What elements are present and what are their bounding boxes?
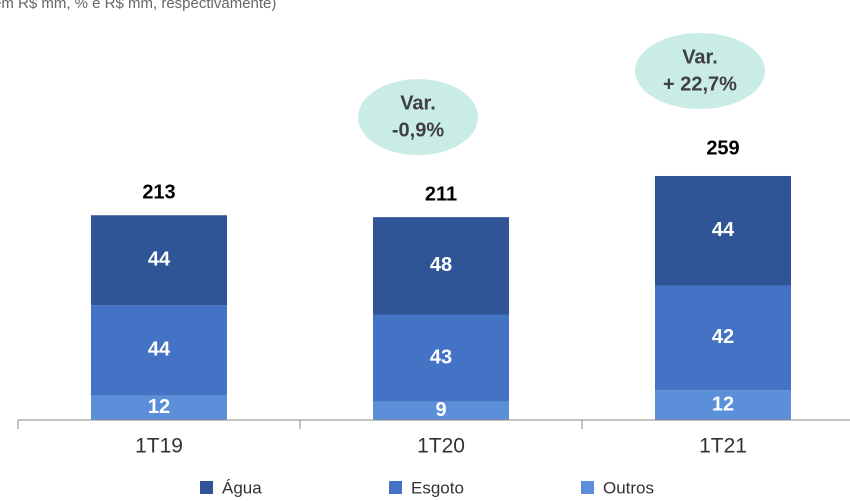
- annotation-bubble: [358, 79, 478, 156]
- x-tick-label: 1T19: [135, 435, 183, 458]
- annotation-text: Var.: [400, 92, 436, 114]
- bar-segment: [655, 175, 791, 286]
- legend-label: Água: [222, 478, 262, 497]
- segment-label: 44: [148, 249, 171, 271]
- segment-label: 42: [712, 326, 734, 348]
- annotation-text: -0,9%: [392, 119, 444, 141]
- total-label: 211: [425, 183, 457, 205]
- segment-label: 48: [430, 254, 452, 276]
- bar-segment: [91, 305, 227, 396]
- legend-swatch: [581, 481, 594, 494]
- bar-segment: [91, 215, 227, 306]
- annotation-bubble: [635, 33, 765, 109]
- segment-label: 12: [712, 393, 734, 415]
- subtitle: (em R$ mm, % e R$ mm, respectivamente): [0, 0, 276, 12]
- bar-segment: [655, 285, 791, 391]
- segment-label: 44: [148, 339, 171, 361]
- x-tick-label: 1T21: [699, 435, 747, 458]
- bar-segment: [373, 401, 509, 420]
- total-label: 259: [706, 137, 739, 159]
- legend-label: Outros: [603, 478, 654, 497]
- segment-label: 12: [148, 396, 170, 418]
- legend-swatch: [389, 481, 402, 494]
- bar-segment: [373, 217, 509, 315]
- x-tick-label: 1T20: [417, 435, 465, 458]
- annotation-text: Var.: [682, 46, 718, 68]
- bar-segment: [91, 395, 227, 420]
- segment-label: 9: [435, 399, 446, 421]
- legend-swatch: [200, 481, 213, 494]
- total-label: 213: [142, 182, 175, 204]
- segment-label: 44: [712, 219, 735, 241]
- segment-label: 43: [430, 346, 452, 368]
- annotation-text: + 22,7%: [663, 73, 737, 95]
- bar-segment: [655, 390, 791, 420]
- legend-label: Esgoto: [411, 478, 464, 497]
- bar-segment: [373, 314, 509, 402]
